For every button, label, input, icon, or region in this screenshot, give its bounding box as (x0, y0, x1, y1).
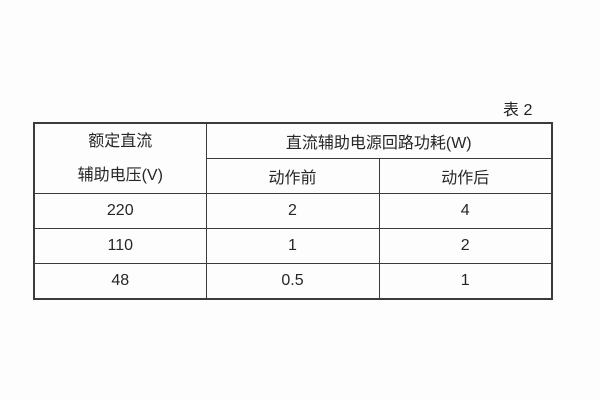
cell-before-action: 0.5 (205, 263, 380, 300)
header-cell-after-action: 动作后 (378, 158, 553, 194)
header-voltage-line2: 辅助电压(V) (77, 166, 163, 184)
table-row-220: 220 2 4 (33, 193, 553, 229)
table-caption: 表 2 (503, 102, 533, 119)
table-row-48: 48 0.5 1 (33, 263, 553, 300)
cell-after-action: 4 (378, 193, 553, 229)
cell-voltage: 110 (33, 228, 207, 264)
table-row-110: 110 1 2 (33, 228, 553, 264)
table-header-row-1: 额定直流 辅助电压(V) 直流辅助电源回路功耗(W) (33, 122, 553, 194)
cell-after-action: 2 (378, 228, 553, 264)
header-cell-voltage: 额定直流 辅助电压(V) (33, 122, 207, 194)
cell-voltage: 220 (33, 193, 207, 229)
header-cell-power-consumption: 直流辅助电源回路功耗(W) (205, 122, 553, 159)
cell-before-action: 1 (205, 228, 380, 264)
power-consumption-table: 额定直流 辅助电压(V) 直流辅助电源回路功耗(W) 动作前 动作后 220 2… (33, 122, 554, 300)
cell-before-action: 2 (205, 193, 380, 229)
header-voltage-line1: 额定直流 (88, 132, 153, 150)
cell-voltage: 48 (33, 263, 207, 300)
header-cell-before-action: 动作前 (205, 158, 380, 194)
cell-after-action: 1 (378, 263, 553, 300)
table-header-row-2: 动作前 动作后 (34, 158, 553, 194)
